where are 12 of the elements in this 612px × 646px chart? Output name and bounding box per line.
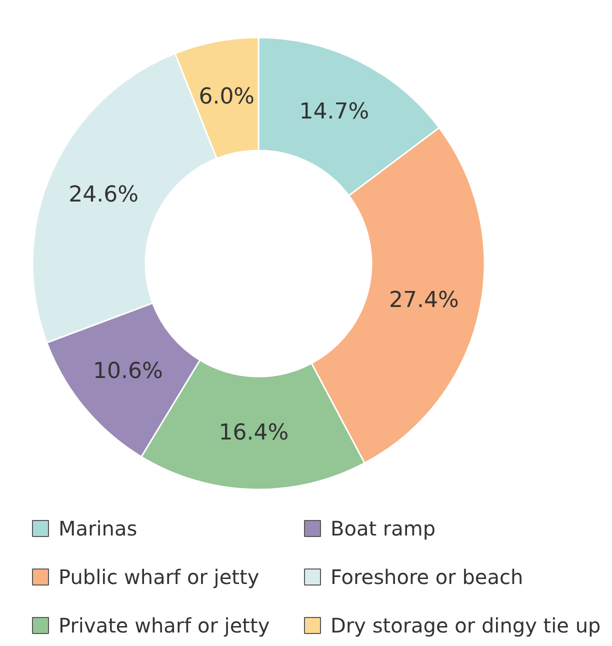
- data-label: 24.6%: [68, 182, 139, 208]
- data-label: 27.4%: [389, 288, 459, 313]
- data-label: 10.6%: [93, 359, 163, 384]
- data-label: 6.0%: [198, 84, 255, 110]
- legend-label: Dry storage or dingy tie up: [330, 614, 601, 638]
- data-label: 16.4%: [218, 420, 289, 446]
- legend-label: Foreshore or beach: [330, 565, 524, 589]
- data-label: 14.7%: [299, 99, 370, 124]
- legend-label: Public wharf or jetty: [58, 565, 260, 589]
- legend-label: Marinas: [58, 516, 138, 540]
- legend-label: Private wharf or jetty: [58, 614, 270, 638]
- legend-label: Boat ramp: [330, 516, 436, 540]
